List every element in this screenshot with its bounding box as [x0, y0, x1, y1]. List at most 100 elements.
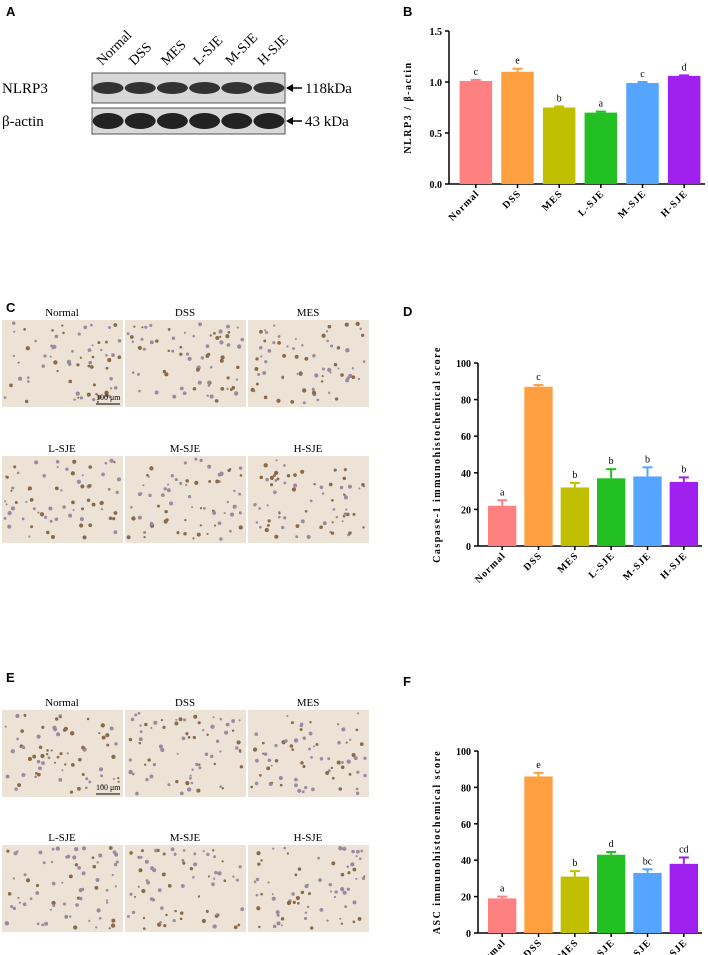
nucleus — [80, 507, 84, 511]
x-tick-label: Normal — [447, 188, 482, 223]
nucleus — [258, 925, 261, 929]
bar — [487, 505, 517, 546]
nucleus — [345, 508, 348, 511]
nucleus — [53, 360, 58, 365]
nucleus — [163, 487, 167, 491]
nucleus — [347, 484, 352, 489]
x-tick-label: DSS — [522, 550, 545, 573]
nucleus — [361, 482, 365, 487]
nucleus — [253, 502, 257, 507]
nucleus — [329, 371, 332, 374]
micrograph — [2, 320, 123, 407]
nucleus — [346, 865, 350, 868]
nucleus — [208, 480, 212, 483]
nucleus — [238, 511, 242, 515]
micrograph — [248, 845, 369, 932]
nucleus — [54, 717, 59, 721]
significance-letter: b — [572, 858, 577, 869]
nucleus — [297, 902, 300, 905]
nucleus — [189, 866, 194, 871]
nucleus — [231, 719, 236, 723]
nucleus — [12, 877, 16, 880]
nucleus — [137, 855, 141, 859]
nucleus — [34, 771, 38, 775]
nucleus — [226, 500, 230, 504]
nucleus — [308, 747, 311, 751]
nucleus — [266, 766, 271, 771]
nucleus — [17, 361, 20, 364]
nucleus — [178, 717, 183, 722]
x-tick-label: DSS — [501, 188, 524, 211]
nucleus — [343, 512, 347, 516]
nucleus — [320, 380, 324, 383]
nucleus — [198, 766, 202, 770]
nucleus — [96, 400, 100, 404]
nucleus — [206, 733, 209, 736]
nucleus — [194, 457, 198, 461]
nucleus — [206, 352, 211, 357]
nucleus — [280, 924, 283, 927]
nucleus — [88, 483, 92, 488]
nucleus — [199, 458, 203, 463]
nucleus — [100, 508, 104, 511]
nucleus — [145, 777, 149, 782]
y-tick-label: 60 — [461, 432, 471, 443]
nucleus — [265, 330, 269, 334]
nucleus — [13, 330, 16, 333]
image-label: L-SJE — [48, 443, 76, 455]
nucleus — [146, 880, 151, 885]
nucleus — [182, 718, 187, 722]
nucleus — [30, 525, 34, 529]
nucleus — [276, 398, 281, 403]
nucleus — [355, 787, 359, 791]
nucleus — [195, 762, 199, 767]
blot-band — [189, 82, 221, 94]
nucleus — [171, 336, 176, 340]
nucleus — [330, 890, 333, 893]
nucleus — [294, 354, 299, 359]
nucleus — [91, 856, 95, 860]
nucleus — [101, 784, 104, 787]
nucleus — [34, 460, 39, 465]
nucleus — [217, 521, 222, 525]
nucleus — [79, 523, 84, 528]
nucleus — [154, 390, 159, 395]
nucleus — [185, 479, 189, 483]
nucleus — [310, 926, 314, 930]
nucleus — [214, 399, 219, 403]
nucleus — [15, 713, 20, 718]
nucleus — [65, 467, 69, 471]
nucleus — [306, 905, 310, 909]
nucleus — [213, 855, 217, 859]
nucleus — [302, 764, 306, 769]
nucleus — [250, 387, 255, 392]
nucleus — [111, 918, 116, 923]
nucleus — [179, 352, 183, 356]
nucleus — [196, 532, 201, 537]
nucleus — [239, 474, 243, 477]
nucleus — [27, 756, 32, 761]
nucleus — [276, 921, 281, 926]
nucleus — [265, 477, 269, 482]
nucleus — [97, 341, 101, 345]
nucleus — [183, 331, 186, 334]
nucleus — [23, 873, 27, 877]
nucleus — [355, 728, 359, 732]
nucleus — [274, 534, 279, 539]
nucleus — [331, 776, 335, 780]
nucleus — [101, 735, 106, 740]
nucleus — [167, 328, 171, 331]
nucleus — [334, 890, 338, 894]
nucleus — [261, 741, 265, 745]
nucleus — [25, 346, 31, 351]
nucleus — [183, 531, 187, 536]
nucleus — [325, 771, 330, 775]
nucleus — [220, 386, 225, 391]
nucleus — [140, 849, 144, 853]
nucleus — [294, 777, 298, 782]
nucleus — [274, 758, 279, 763]
nucleus — [229, 529, 232, 533]
nucleus — [50, 535, 55, 540]
nucleus — [131, 910, 136, 915]
nucleus — [137, 885, 140, 888]
